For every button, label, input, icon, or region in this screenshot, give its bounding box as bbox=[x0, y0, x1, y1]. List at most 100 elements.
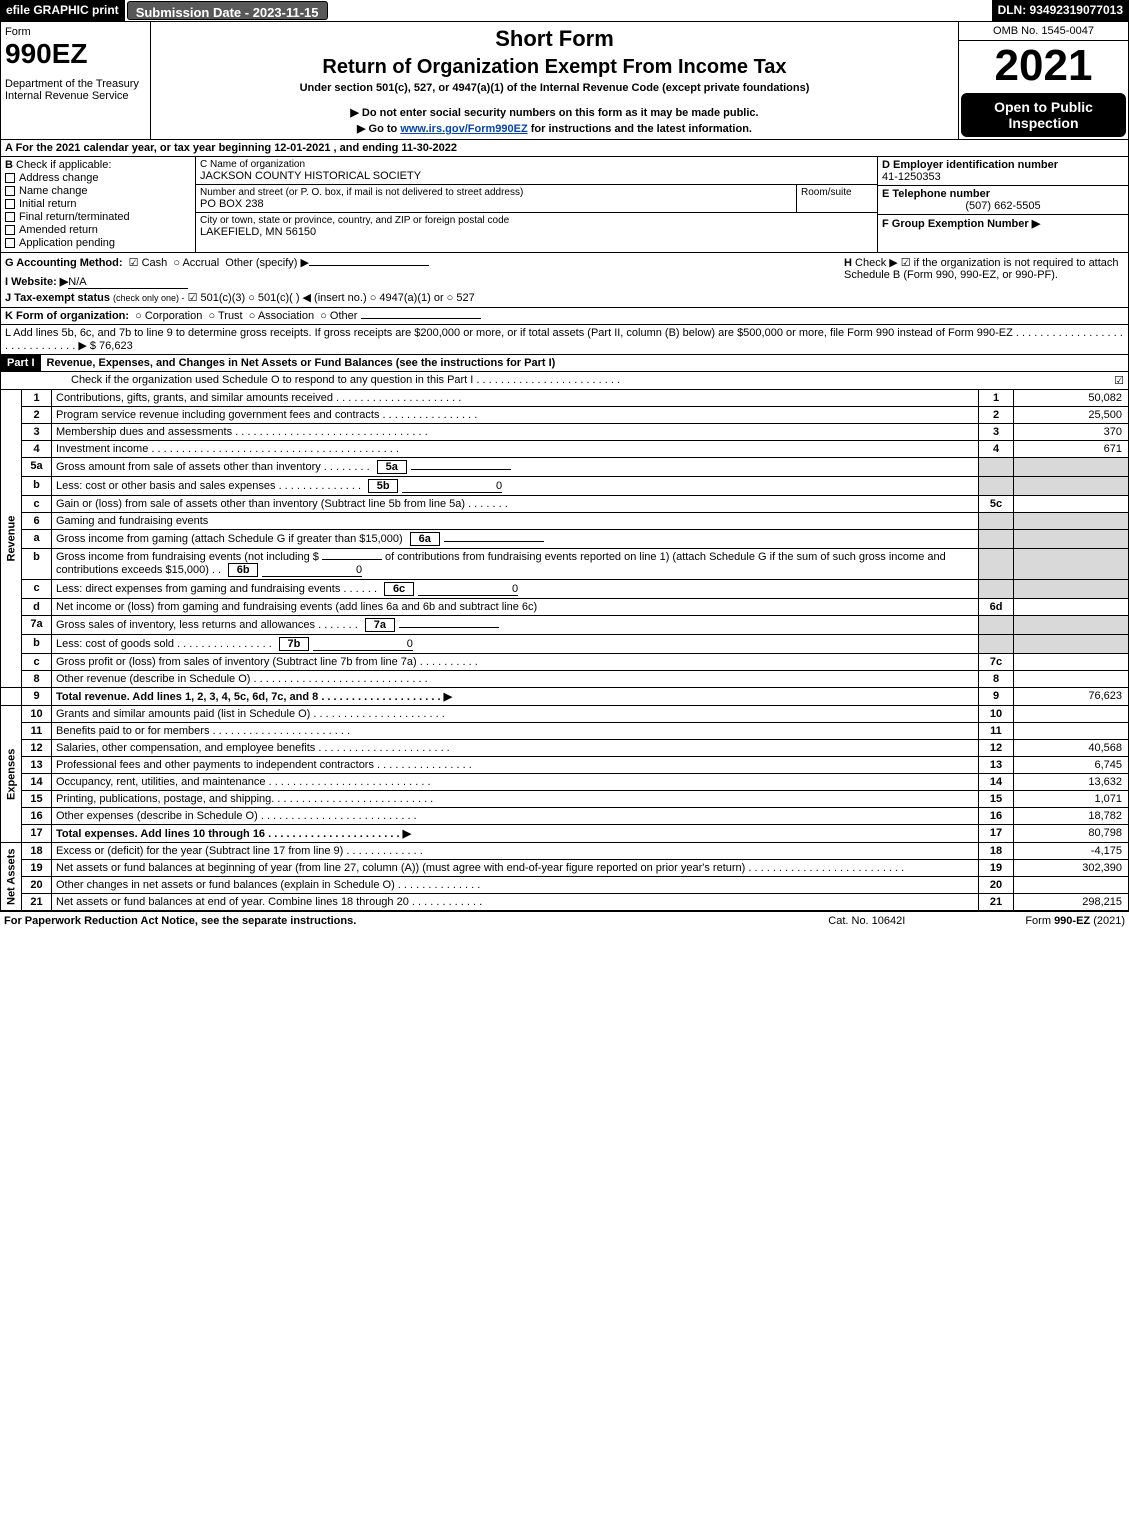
checkbox-name-change[interactable] bbox=[5, 186, 15, 196]
form-word: Form bbox=[5, 26, 146, 38]
tax-year: 2021 bbox=[959, 41, 1128, 91]
line-17-text: Total expenses. Add lines 10 through 16 … bbox=[56, 828, 411, 840]
line-6c-ln bbox=[979, 580, 1014, 599]
section-h-letter: H bbox=[844, 257, 852, 269]
line-6a-num: a bbox=[22, 530, 52, 549]
line-5a-amt bbox=[1014, 458, 1129, 477]
line-5b-amt bbox=[1014, 477, 1129, 496]
line-6-ln bbox=[979, 513, 1014, 530]
label-address: Number and street (or P. O. box, if mail… bbox=[200, 187, 792, 198]
line-14-ln: 14 bbox=[979, 774, 1014, 791]
line-13-desc: Professional fees and other payments to … bbox=[52, 757, 979, 774]
opt-corp: Corporation bbox=[145, 310, 202, 322]
line-21-desc: Net assets or fund balances at end of ye… bbox=[52, 894, 979, 911]
section-b-letter: B bbox=[5, 159, 13, 171]
opt-527: 527 bbox=[456, 292, 474, 304]
line-5b-val: 0 bbox=[402, 480, 502, 493]
netassets-vertical-label: Net Assets bbox=[1, 843, 22, 911]
line-6b-val: 0 bbox=[262, 564, 362, 577]
section-a: A For the 2021 calendar year, or tax yea… bbox=[0, 140, 1129, 157]
line-6a-desc: Gross income from gaming (attach Schedul… bbox=[52, 530, 979, 549]
link-irs[interactable]: www.irs.gov/Form990EZ bbox=[400, 123, 527, 135]
line-7a-desc: Gross sales of inventory, less returns a… bbox=[52, 616, 979, 635]
line-3-amt: 370 bbox=[1014, 424, 1129, 441]
line-5c-num: c bbox=[22, 496, 52, 513]
line-6c-desc: Less: direct expenses from gaming and fu… bbox=[52, 580, 979, 599]
footer-form-bold: 990-EZ bbox=[1054, 915, 1090, 927]
part-1-title: Revenue, Expenses, and Changes in Net As… bbox=[41, 355, 1128, 371]
dln: DLN: 93492319077013 bbox=[992, 0, 1129, 21]
line-5b-desc: Less: cost or other basis and sales expe… bbox=[52, 477, 979, 496]
line-10-amt bbox=[1014, 706, 1129, 723]
line-6b-blank[interactable] bbox=[322, 559, 382, 560]
footer-left: For Paperwork Reduction Act Notice, see … bbox=[4, 915, 828, 927]
group-exemption-text: F Group Exemption Number ▶ bbox=[882, 218, 1040, 230]
line-19-num: 19 bbox=[22, 860, 52, 877]
line-5a-num: 5a bbox=[22, 458, 52, 477]
line-8-num: 8 bbox=[22, 671, 52, 688]
line-9-desc: Total revenue. Add lines 1, 2, 3, 4, 5c,… bbox=[52, 688, 979, 706]
label-room: Room/suite bbox=[801, 187, 873, 198]
checkbox-amended[interactable] bbox=[5, 225, 15, 235]
checkbox-initial-return[interactable] bbox=[5, 199, 15, 209]
line-4-desc: Investment income . . . . . . . . . . . … bbox=[52, 441, 979, 458]
line-5a-ln bbox=[979, 458, 1014, 477]
line-1-ln: 1 bbox=[979, 390, 1014, 407]
line-16-ln: 16 bbox=[979, 808, 1014, 825]
line-1-desc: Contributions, gifts, grants, and simila… bbox=[52, 390, 979, 407]
line-12-ln: 12 bbox=[979, 740, 1014, 757]
line-11-amt bbox=[1014, 723, 1129, 740]
line-6a-text: Gross income from gaming (attach Schedul… bbox=[56, 533, 403, 545]
efile-label: efile GRAPHIC print bbox=[0, 0, 125, 21]
line-17-num: 17 bbox=[22, 825, 52, 843]
other-specify-input[interactable] bbox=[309, 265, 429, 266]
checkbox-address-change[interactable] bbox=[5, 173, 15, 183]
line-7b-desc: Less: cost of goods sold . . . . . . . .… bbox=[52, 635, 979, 654]
note-goto-post: for instructions and the latest informat… bbox=[528, 123, 752, 135]
line-5a-box: 5a bbox=[377, 460, 407, 474]
label-tax-exempt: J Tax-exempt status bbox=[5, 292, 110, 304]
section-h-text: Check ▶ ☑ if the organization is not req… bbox=[844, 257, 1119, 281]
line-8-ln: 8 bbox=[979, 671, 1014, 688]
line-9-text: Total revenue. Add lines 1, 2, 3, 4, 5c,… bbox=[56, 691, 452, 703]
line-18-desc: Excess or (deficit) for the year (Subtra… bbox=[52, 843, 979, 860]
line-12-num: 12 bbox=[22, 740, 52, 757]
line-7a-amt bbox=[1014, 616, 1129, 635]
line-19-ln: 19 bbox=[979, 860, 1014, 877]
line-19-desc: Net assets or fund balances at beginning… bbox=[52, 860, 979, 877]
line-6d-ln: 6d bbox=[979, 599, 1014, 616]
line-7b-num: b bbox=[22, 635, 52, 654]
schedule-o-checkbox[interactable]: ☑ bbox=[1114, 374, 1124, 387]
website-value: N/A bbox=[68, 276, 188, 289]
line-5b-ln bbox=[979, 477, 1014, 496]
line-7a-num: 7a bbox=[22, 616, 52, 635]
line-11-desc: Benefits paid to or for members . . . . … bbox=[52, 723, 979, 740]
line-20-desc: Other changes in net assets or fund bala… bbox=[52, 877, 979, 894]
org-address: PO BOX 238 bbox=[200, 198, 792, 210]
line-6b-ln bbox=[979, 549, 1014, 580]
other-org-input[interactable] bbox=[361, 318, 481, 319]
line-17-amt: 80,798 bbox=[1014, 825, 1129, 843]
line-16-amt: 18,782 bbox=[1014, 808, 1129, 825]
opt-initial-return: Initial return bbox=[19, 198, 76, 210]
line-3-ln: 3 bbox=[979, 424, 1014, 441]
line-7b-ln bbox=[979, 635, 1014, 654]
line-7b-text: Less: cost of goods sold . . . . . . . .… bbox=[56, 638, 272, 650]
line-10-ln: 10 bbox=[979, 706, 1014, 723]
section-l-text: L Add lines 5b, 6c, and 7b to line 9 to … bbox=[5, 327, 1123, 352]
line-6b-desc: Gross income from fundraising events (no… bbox=[52, 549, 979, 580]
line-14-desc: Occupancy, rent, utilities, and maintena… bbox=[52, 774, 979, 791]
part-1-check-line: Check if the organization used Schedule … bbox=[71, 374, 1114, 387]
line-2-num: 2 bbox=[22, 407, 52, 424]
line-2-amt: 25,500 bbox=[1014, 407, 1129, 424]
line-12-desc: Salaries, other compensation, and employ… bbox=[52, 740, 979, 757]
checkbox-final-return[interactable] bbox=[5, 212, 15, 222]
label-website: I Website: ▶ bbox=[5, 276, 68, 288]
line-6-desc: Gaming and fundraising events bbox=[52, 513, 979, 530]
section-b-label: Check if applicable: bbox=[16, 159, 111, 171]
line-6-num: 6 bbox=[22, 513, 52, 530]
checkbox-pending[interactable] bbox=[5, 238, 15, 248]
line-5a-text: Gross amount from sale of assets other t… bbox=[56, 461, 370, 473]
subtitle: Under section 501(c), 527, or 4947(a)(1)… bbox=[157, 82, 952, 94]
line-16-num: 16 bbox=[22, 808, 52, 825]
